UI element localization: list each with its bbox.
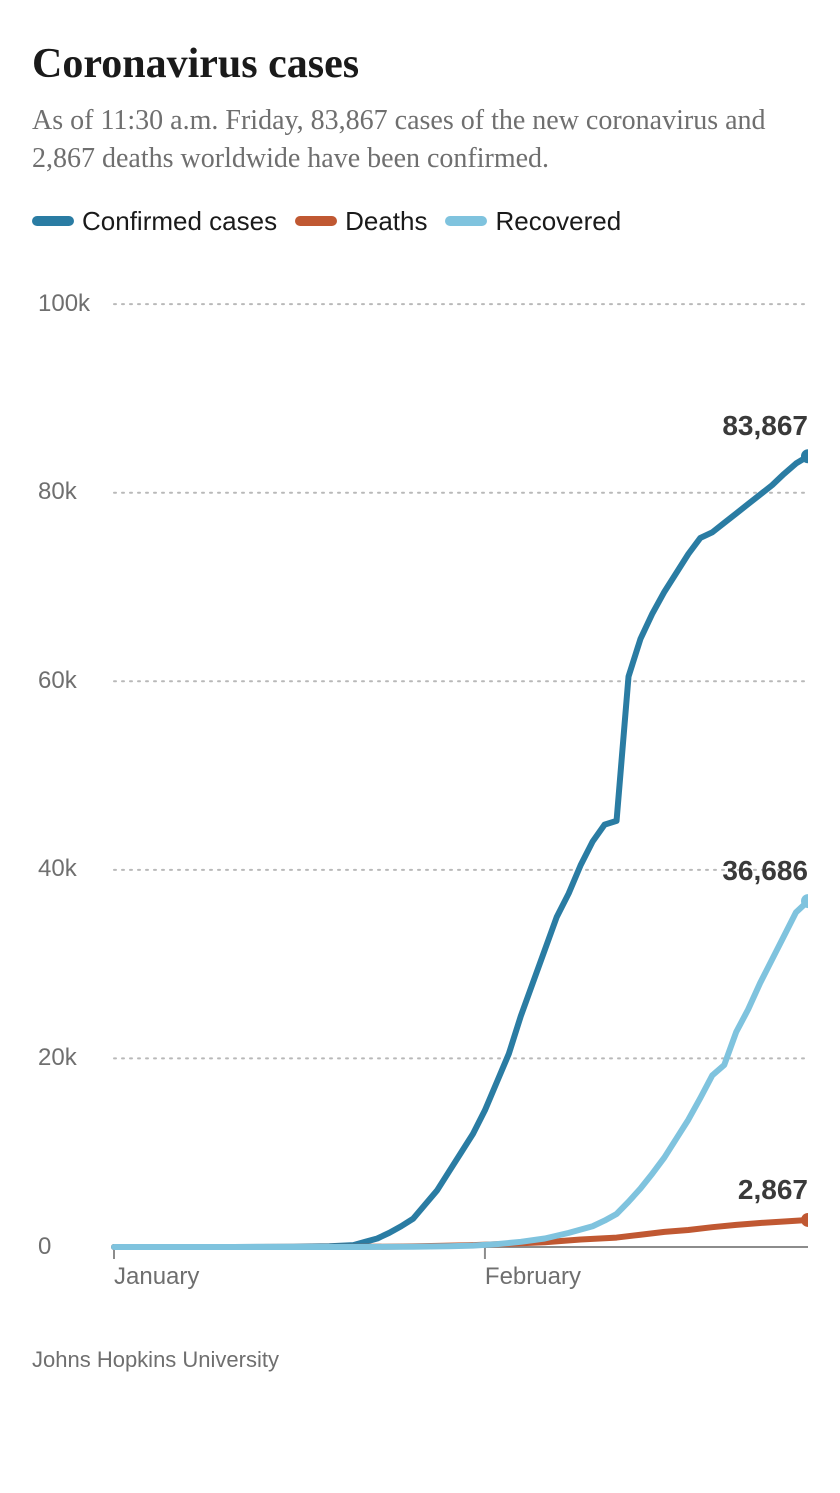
chart-area: 0 20k 40k 60k 80k 100k January February 83,867 2,… [32,257,808,1307]
series-end-label: 83,867 [722,410,808,442]
chart-subtitle: As of 11:30 a.m. Friday, 83,867 cases of… [32,102,808,178]
legend: Confirmed cases Deaths Recovered [32,206,808,237]
y-tick-label: 0 [38,1233,51,1261]
source-text: Johns Hopkins University [32,1347,808,1373]
chart-svg [32,257,808,1307]
chart-title: Coronavirus cases [32,40,808,88]
y-tick-label: 20k [38,1044,77,1072]
legend-item: Confirmed cases [32,206,277,237]
legend-item: Deaths [295,206,427,237]
legend-label: Recovered [495,206,621,237]
legend-label: Deaths [345,206,427,237]
y-tick-label: 60k [38,667,77,695]
legend-item: Recovered [445,206,621,237]
legend-label: Confirmed cases [82,206,277,237]
legend-swatch [295,216,337,226]
y-tick-label: 40k [38,855,77,883]
y-tick-label: 80k [38,478,77,506]
x-tick-label: February [485,1263,581,1291]
legend-swatch [32,216,74,226]
series-end-label: 2,867 [738,1174,808,1206]
series-end-label: 36,686 [722,855,808,887]
chart-root: Coronavirus cases As of 11:30 a.m. Frida… [0,0,840,1493]
x-tick-label: January [114,1263,199,1291]
legend-swatch [445,216,487,226]
y-tick-label: 100k [38,290,90,318]
